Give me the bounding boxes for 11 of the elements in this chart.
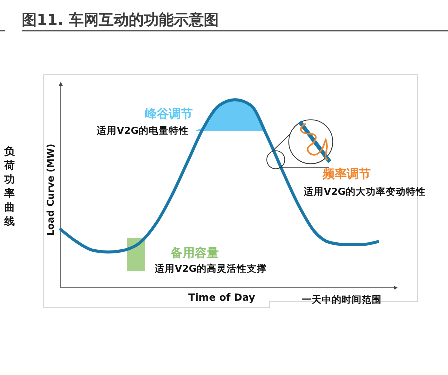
annotation: 适用V2G的大功率变动特性 [303, 186, 426, 198]
annotation: 适用V2G的高灵活性支撑 [154, 263, 267, 275]
annotation: 适用V2G的电量特性 [96, 125, 189, 137]
chart-title: 图11. 车网互动的功能示意图 [22, 11, 219, 29]
x-axis-title: Time of Day [188, 293, 256, 304]
text: 负荷功率曲线 [4, 145, 16, 228]
y-axis-title: Load Curve (MW) [46, 144, 57, 236]
annotation: 峰谷调节 [145, 107, 193, 121]
annotation: 频率调节 [322, 167, 371, 181]
text: 一天中的时间范围 [302, 294, 382, 306]
annotation: 备用容量 [170, 246, 219, 260]
